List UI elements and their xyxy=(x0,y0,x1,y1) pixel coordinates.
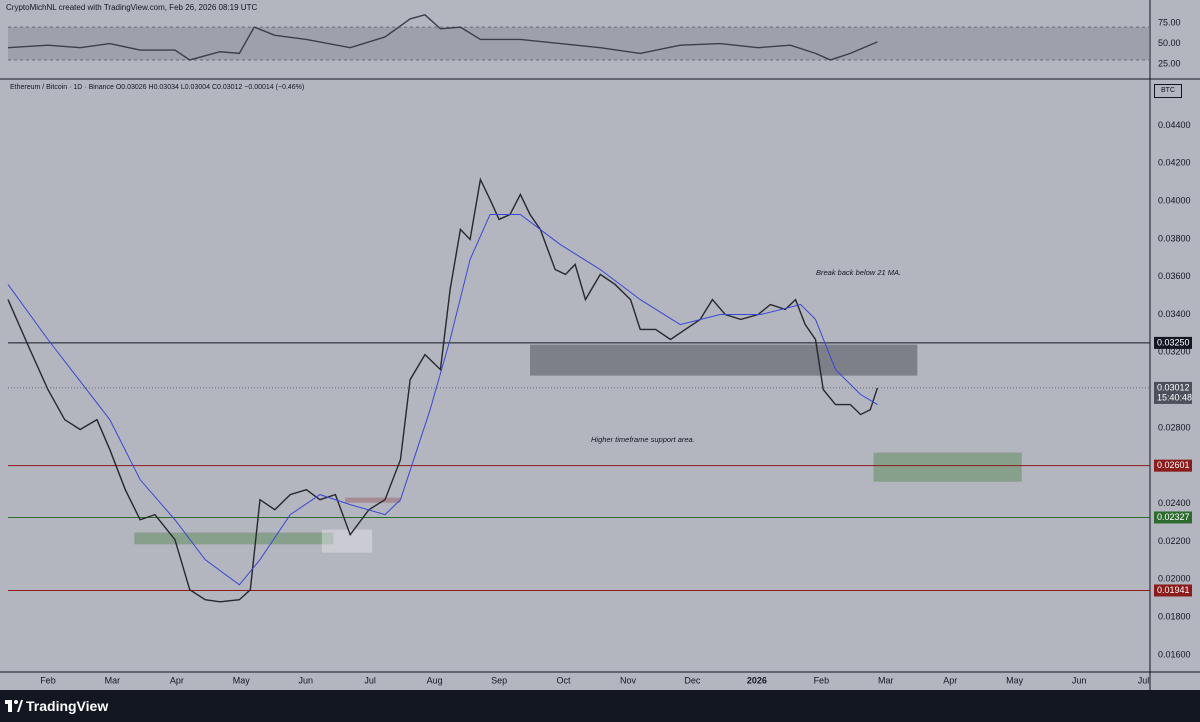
y-tick-label: 0.01600 xyxy=(1158,649,1191,659)
brand: TradingView xyxy=(26,698,109,714)
x-tick-label: Feb xyxy=(40,675,56,685)
y-tick-label: 25.00 xyxy=(1158,58,1181,68)
x-tick-label: Apr xyxy=(943,675,957,685)
symbol-info: Ethereum / Bitcoin · 1D · Binance O0.030… xyxy=(10,84,305,91)
y-tick-label: 75.00 xyxy=(1158,17,1181,27)
y-tick-label: 0.03400 xyxy=(1158,309,1191,319)
line-series xyxy=(7,177,879,603)
y-tick-label: 0.02800 xyxy=(1158,422,1191,432)
x-tick-label: Jun xyxy=(298,675,313,685)
y-tick-label: 0.03800 xyxy=(1158,233,1191,243)
y-tick-label: 0.01800 xyxy=(1158,612,1191,622)
zone xyxy=(345,497,401,503)
y-tick-label: 0.04200 xyxy=(1158,158,1191,168)
x-tick-label: Oct xyxy=(557,675,572,685)
y-tick-label: 50.00 xyxy=(1158,38,1181,48)
x-tick-label: Jun xyxy=(1072,675,1087,685)
x-tick-label: Sep xyxy=(491,675,507,685)
credit: CryptoMichNL created with TradingView.co… xyxy=(6,3,258,12)
x-tick-label: Apr xyxy=(170,675,184,685)
y-tick-label: 0.04000 xyxy=(1158,195,1191,205)
countdown: 15:40:48 xyxy=(1157,392,1192,402)
annotation: Break back below 21 MA. xyxy=(816,268,902,277)
x-tick-label: Nov xyxy=(620,675,637,685)
last-price-label: 0.03012 xyxy=(1157,382,1190,392)
level-tag xyxy=(1154,511,1192,524)
x-tick-label: May xyxy=(233,675,251,685)
y-tick-label: 0.02200 xyxy=(1158,536,1191,546)
line-series xyxy=(7,14,878,61)
y-tick-label: 0.03200 xyxy=(1158,347,1191,357)
annotation: Higher timeframe support area. xyxy=(591,435,695,444)
level-tag xyxy=(1154,459,1192,472)
level-label: 0.01941 xyxy=(1157,585,1190,595)
y-tick-label: 0.04400 xyxy=(1158,120,1191,130)
x-tick-label: Feb xyxy=(814,675,830,685)
last-price-tag xyxy=(1154,381,1192,404)
zone xyxy=(873,452,1022,482)
level-label: 0.02327 xyxy=(1157,512,1190,522)
rsi-band xyxy=(8,27,1150,60)
x-tick-label: Jul xyxy=(1138,675,1150,685)
x-tick-label: Mar xyxy=(878,675,894,685)
y-tick-label: 0.02400 xyxy=(1158,498,1191,508)
currency[interactable]: BTC xyxy=(1154,84,1182,98)
zone xyxy=(530,344,918,376)
y-tick-label: 0.03600 xyxy=(1158,271,1191,281)
logo xyxy=(5,700,23,712)
line-series xyxy=(7,213,878,586)
x-tick-label: Dec xyxy=(684,675,701,685)
level-label: 0.02601 xyxy=(1157,460,1190,470)
x-tick-label: May xyxy=(1006,675,1024,685)
x-tick-label: Aug xyxy=(427,675,443,685)
x-tick-label: 2026 xyxy=(747,675,767,685)
level-tag xyxy=(1154,584,1192,597)
level-tag xyxy=(1154,336,1192,349)
x-tick-label: Mar xyxy=(105,675,121,685)
y-tick-label: 0.02000 xyxy=(1158,574,1191,584)
level-label: 0.03250 xyxy=(1157,337,1190,347)
x-tick-label: Jul xyxy=(364,675,376,685)
footer: TradingView xyxy=(0,690,1200,722)
zone xyxy=(134,532,334,545)
zone xyxy=(321,529,373,553)
